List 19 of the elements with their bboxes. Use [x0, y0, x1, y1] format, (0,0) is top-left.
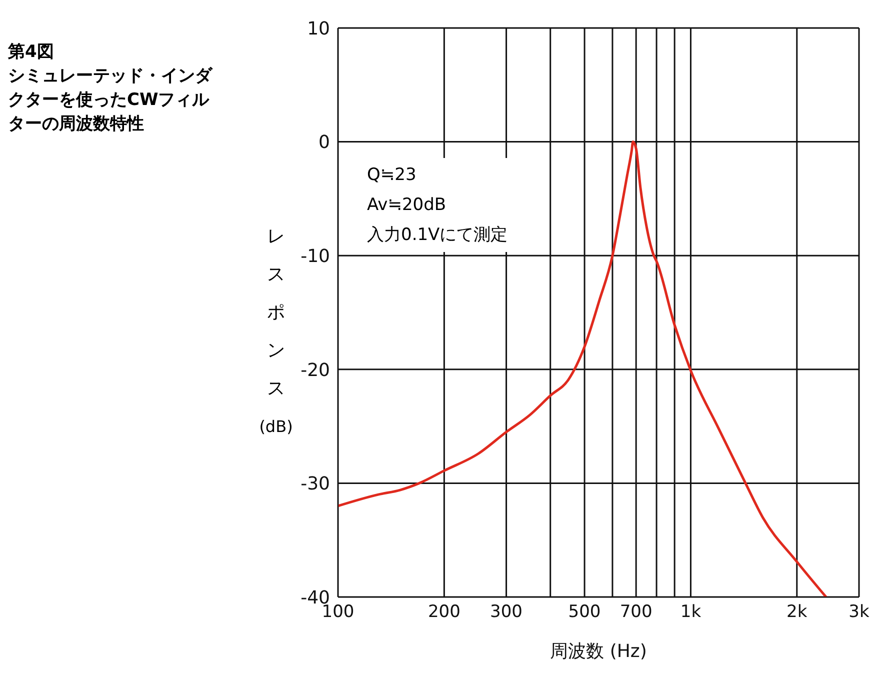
annotation: Av≒20dB [367, 194, 448, 217]
y-axis-title: レスポンス (dB) [258, 226, 294, 438]
annotation: 入力0.1Vにて測定 [367, 224, 508, 247]
y-tick-label: -10 [300, 246, 330, 267]
x-tick-label: 200 [428, 602, 460, 622]
y-tick-label: -20 [300, 360, 330, 381]
text: 第4図 [8, 41, 55, 64]
x-axis-title: 周波数 (Hz) [550, 641, 647, 662]
x-tick-label: 500 [568, 602, 601, 622]
text: シミュレーテッド・インダクターを使ったCWフィルターの周波数特性 [8, 65, 214, 136]
y-tick-label: 10 [307, 18, 330, 40]
x-tick-label: 3k [848, 602, 870, 622]
x-tick-label: 2k [786, 602, 808, 622]
x-tick-label: 700 [620, 602, 652, 622]
annotation: Q≒23 [367, 164, 418, 187]
x-tick-label: 300 [490, 602, 523, 622]
y-tick-label: 0 [318, 132, 330, 154]
x-tick-label: 1k [680, 602, 702, 622]
y-tick-label: -30 [300, 474, 330, 495]
